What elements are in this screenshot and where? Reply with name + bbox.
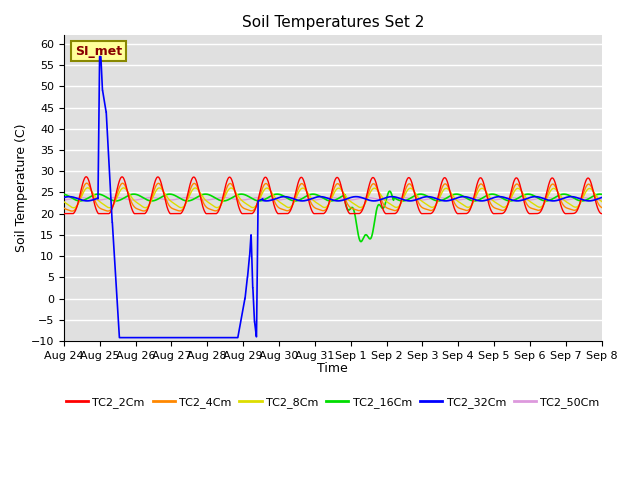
X-axis label: Time: Time <box>317 362 348 375</box>
Legend: TC2_2Cm, TC2_4Cm, TC2_8Cm, TC2_16Cm, TC2_32Cm, TC2_50Cm: TC2_2Cm, TC2_4Cm, TC2_8Cm, TC2_16Cm, TC2… <box>61 393 604 412</box>
Text: SI_met: SI_met <box>75 45 122 58</box>
Y-axis label: Soil Temperature (C): Soil Temperature (C) <box>15 124 28 252</box>
Title: Soil Temperatures Set 2: Soil Temperatures Set 2 <box>241 15 424 30</box>
